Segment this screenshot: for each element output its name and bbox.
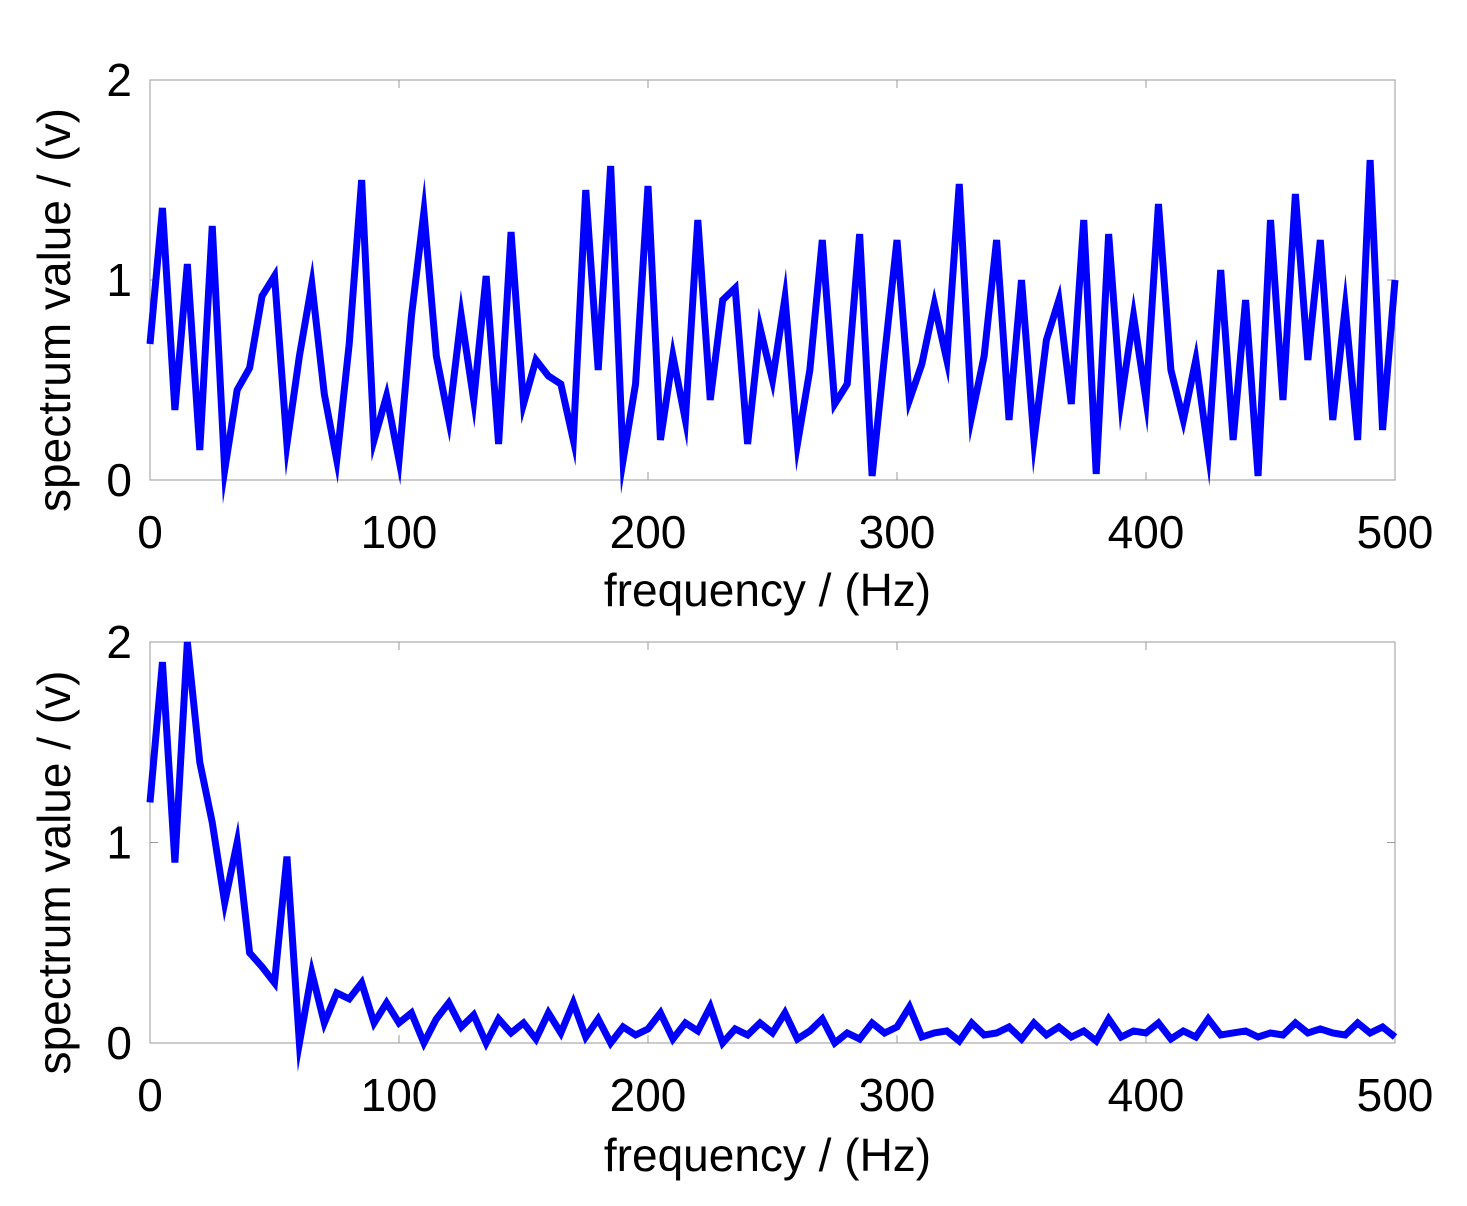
y-tick-label: 0 [106, 1017, 132, 1069]
x-tick-label: 0 [137, 1069, 163, 1121]
y-axis-label: spectrum value / (v) [28, 108, 80, 512]
y-axis-label: spectrum value / (v) [28, 671, 80, 1075]
y-tick-label: 1 [106, 817, 132, 869]
x-tick-label: 500 [1357, 1069, 1434, 1121]
x-tick-label: 100 [361, 1069, 438, 1121]
x-tick-label: 300 [859, 506, 936, 558]
y-tick-label: 1 [106, 254, 132, 306]
x-axis-label: frequency / (Hz) [604, 564, 931, 616]
spectrum-line [146, 641, 1398, 1072]
x-tick-label: 0 [137, 506, 163, 558]
x-tick-label: 100 [361, 506, 438, 558]
x-axis-label: frequency / (Hz) [604, 1129, 931, 1181]
x-tick-label: 500 [1357, 506, 1434, 558]
x-tick-label: 400 [1108, 1069, 1185, 1121]
plot-frame [149, 641, 1396, 1044]
x-tick-label: 200 [610, 1069, 687, 1121]
x-tick-label: 200 [610, 506, 687, 558]
y-tick-label: 0 [106, 454, 132, 506]
x-tick-label: 300 [859, 1069, 936, 1121]
y-tick-label: 2 [106, 616, 132, 668]
y-tick-label: 2 [106, 54, 132, 106]
x-tick-label: 400 [1108, 506, 1185, 558]
spectrum-line [146, 159, 1399, 505]
